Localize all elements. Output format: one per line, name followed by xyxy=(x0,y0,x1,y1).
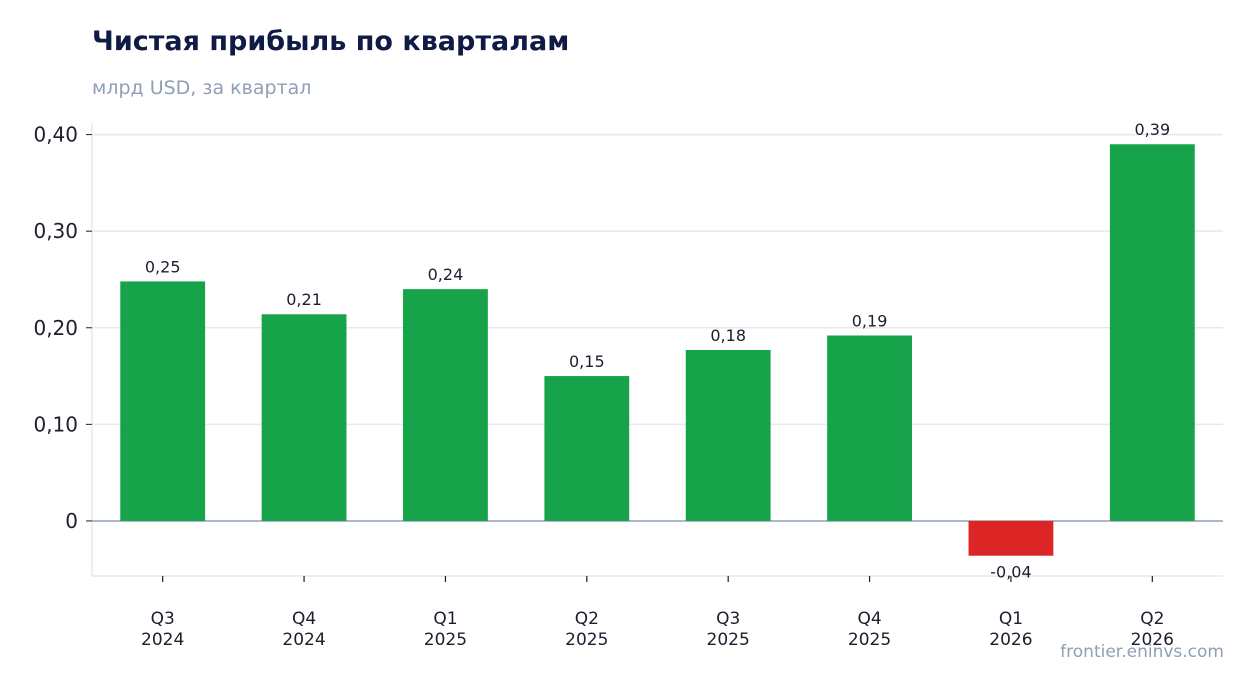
bars xyxy=(120,144,1195,556)
source-credit: frontier.eninvs.com xyxy=(1060,642,1224,662)
bar xyxy=(827,335,912,521)
x-tick-label-year: 2025 xyxy=(707,630,750,650)
y-tick-label: 0,30 xyxy=(33,219,78,243)
x-tick-label: Q2 xyxy=(1140,609,1164,629)
y-axis: 0 0,10 0,20 0,30 0,40 xyxy=(33,123,92,533)
chart-title: Чистая прибыль по кварталам xyxy=(92,26,570,57)
data-label: 0,39 xyxy=(1135,120,1171,139)
bar xyxy=(968,520,1054,556)
data-label: 0,19 xyxy=(852,311,888,330)
y-tick-label: 0,10 xyxy=(33,412,78,436)
bar xyxy=(544,376,630,521)
data-label: 0,15 xyxy=(569,352,605,371)
x-tick-label: Q1 xyxy=(433,609,457,629)
data-label: 0,24 xyxy=(428,265,464,284)
bar xyxy=(120,281,206,521)
x-tick-label: Q2 xyxy=(575,609,599,629)
x-axis: Q32024Q42024Q12025Q22025Q32025Q42025Q120… xyxy=(141,576,1174,650)
bar xyxy=(1109,144,1195,521)
chart-subtitle: млрд USD, за квартал xyxy=(92,77,312,99)
x-tick-label: Q3 xyxy=(151,609,175,629)
bar xyxy=(403,289,488,521)
data-label: 0,18 xyxy=(710,326,746,345)
data-label: 0,21 xyxy=(286,290,322,309)
data-labels: 0,25 0,21 0,24 0,15 0,18 0,19 -0,04 0,39 xyxy=(145,120,1170,581)
grid-lines xyxy=(91,123,1223,577)
y-tick-label: 0,40 xyxy=(33,123,78,147)
y-tick-label: 0,20 xyxy=(33,316,78,340)
x-tick-label-year: 2025 xyxy=(565,630,608,650)
data-label: -0,04 xyxy=(990,563,1031,582)
data-label: 0,25 xyxy=(145,257,181,276)
x-tick-label-year: 2026 xyxy=(1131,630,1174,650)
x-tick-label: Q1 xyxy=(999,609,1023,629)
x-tick-label: Q4 xyxy=(292,609,316,629)
x-tick-label-year: 2025 xyxy=(848,630,891,650)
x-tick-label-year: 2024 xyxy=(141,630,184,650)
y-tick-label: 0 xyxy=(65,509,78,533)
x-tick-label: Q4 xyxy=(857,609,881,629)
x-tick-label: Q3 xyxy=(716,609,740,629)
x-tick-label-year: 2024 xyxy=(282,630,325,650)
bar xyxy=(261,314,347,521)
x-tick-label-year: 2025 xyxy=(424,630,467,650)
bar xyxy=(685,349,771,521)
x-tick-label-year: 2026 xyxy=(989,630,1032,650)
